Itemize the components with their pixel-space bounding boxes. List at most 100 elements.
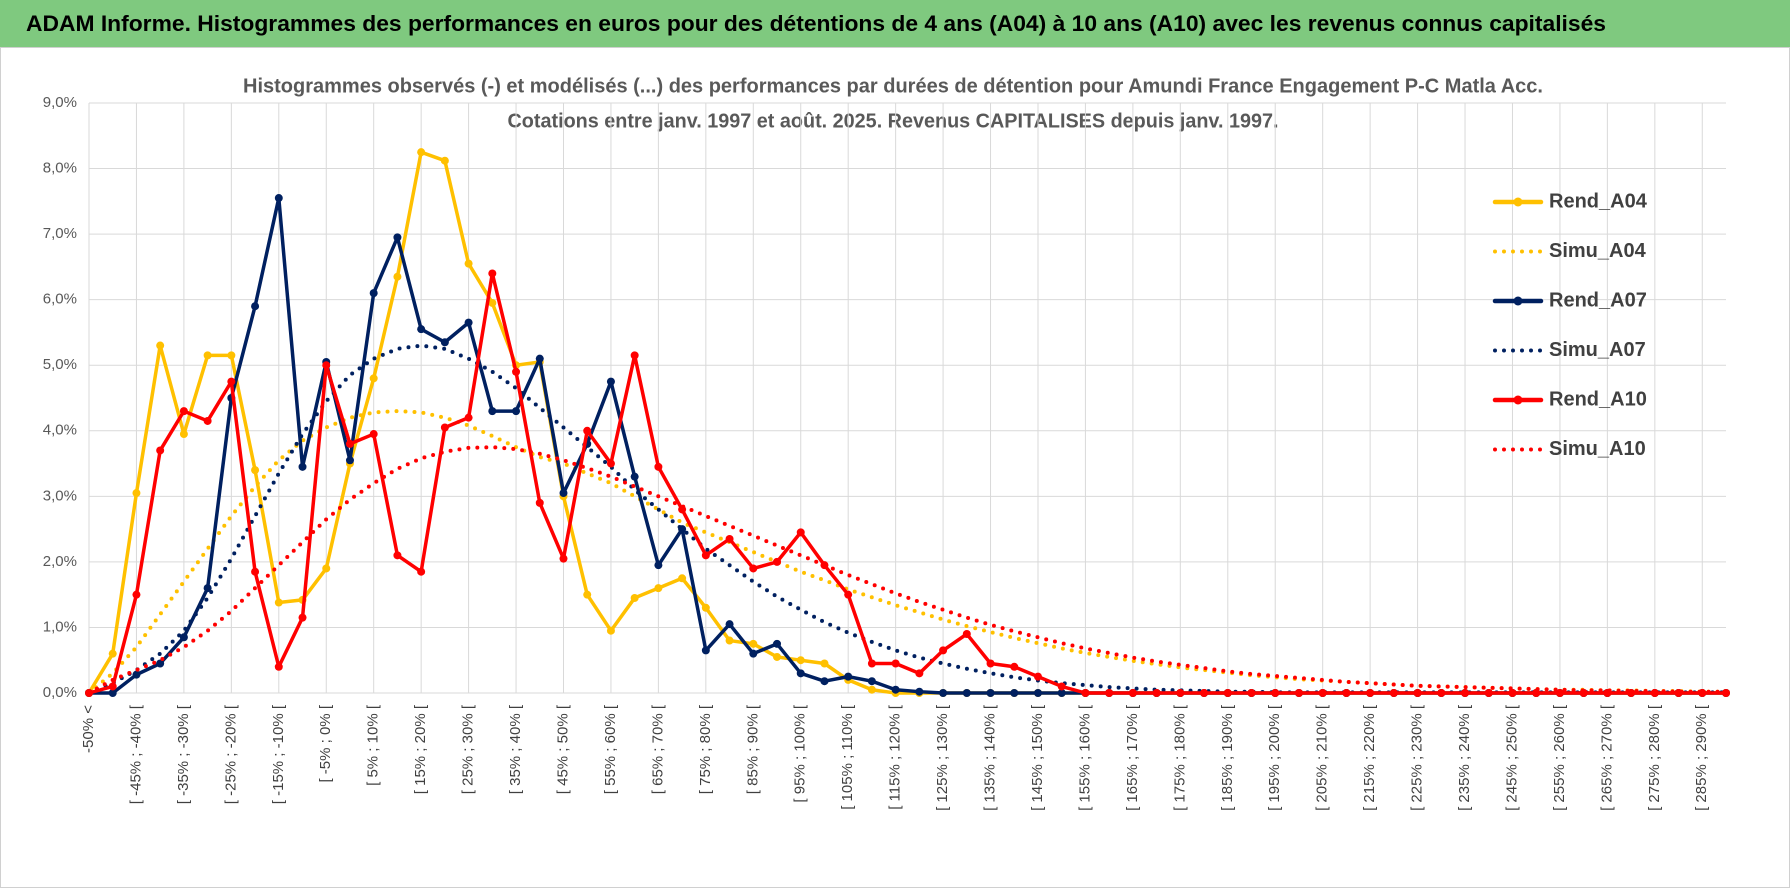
marker	[1342, 689, 1351, 697]
marker	[179, 407, 188, 416]
x-tick-label: [ -45% ; -40% [	[127, 704, 144, 804]
x-tick-label: [ 195% ; 200% [	[1266, 704, 1283, 811]
marker	[322, 361, 331, 370]
x-tick-label: [ 255% ; 260% [	[1551, 704, 1568, 811]
marker	[1081, 689, 1090, 697]
y-tick-label: 7,0%	[43, 225, 77, 242]
marker	[179, 430, 188, 439]
marker	[1271, 689, 1280, 697]
y-tick-label: 9,0%	[43, 94, 77, 111]
x-tick-label: [ 5% ; 10% [	[365, 704, 382, 786]
legend-label: Rend_A04	[1549, 190, 1648, 212]
x-tick-label: [ -35% ; -30% [	[175, 704, 192, 804]
marker	[464, 259, 473, 268]
marker	[488, 407, 497, 416]
marker	[701, 551, 710, 560]
marker	[1176, 689, 1185, 697]
marker	[796, 528, 805, 537]
marker	[1057, 689, 1066, 697]
x-tick-label: [ 125% ; 130% [	[934, 704, 951, 811]
marker	[1366, 689, 1375, 697]
marker	[986, 689, 995, 697]
marker	[583, 426, 592, 435]
marker	[559, 554, 568, 563]
marker	[417, 148, 426, 157]
marker	[298, 613, 307, 622]
marker	[844, 672, 853, 681]
marker	[820, 659, 829, 668]
legend-label: Simu_A10	[1549, 438, 1646, 460]
legend-marker	[1513, 395, 1523, 405]
marker	[867, 677, 876, 686]
x-tick-label: [ 235% ; 240% [	[1456, 704, 1473, 811]
x-tick-label: [ 85% ; 90% [	[744, 704, 761, 794]
x-tick-label: [ 215% ; 220% [	[1361, 704, 1378, 811]
marker	[891, 659, 900, 668]
marker	[986, 659, 995, 668]
marker	[891, 685, 900, 694]
marker	[1389, 689, 1398, 697]
marker	[606, 459, 615, 468]
y-tick-label: 1,0%	[43, 618, 77, 635]
marker	[915, 687, 924, 696]
x-tick-label: [ 265% ; 270% [	[1598, 704, 1615, 811]
marker	[1033, 689, 1042, 697]
x-tick-label: [ 95% ; 100% [	[792, 704, 809, 802]
marker	[512, 367, 521, 376]
page-title: ADAM Informe. Histogrammes des performan…	[26, 11, 1606, 36]
marker	[156, 659, 165, 668]
marker	[1555, 689, 1564, 697]
marker	[654, 462, 663, 471]
marker	[701, 646, 710, 655]
marker	[251, 567, 260, 576]
marker	[417, 325, 426, 334]
marker	[678, 574, 687, 583]
marker	[274, 598, 283, 607]
x-tick-label: [ 35% ; 40% [	[507, 704, 524, 794]
marker	[630, 351, 639, 360]
marker	[939, 689, 948, 697]
marker	[1437, 689, 1446, 697]
marker	[488, 298, 497, 307]
marker	[1294, 689, 1303, 697]
marker	[796, 669, 805, 678]
marker	[440, 156, 449, 165]
marker	[132, 590, 141, 599]
x-tick-label: [ 155% ; 160% [	[1076, 704, 1093, 811]
marker	[939, 646, 948, 655]
marker	[1200, 689, 1209, 697]
x-tick-label: [ 25% ; 30% [	[460, 704, 477, 794]
marker	[1105, 689, 1114, 697]
marker	[1508, 689, 1517, 697]
marker	[132, 670, 141, 679]
x-tick-label: [ 185% ; 190% [	[1219, 704, 1236, 811]
marker	[867, 685, 876, 694]
marker	[1057, 682, 1066, 691]
marker	[1413, 689, 1422, 697]
legend-label: Simu_A04	[1549, 240, 1647, 262]
marker	[108, 682, 117, 691]
marker	[535, 498, 544, 507]
x-tick-label: [ 275% ; 280% [	[1646, 704, 1663, 811]
marker	[203, 584, 212, 593]
y-tick-label: 8,0%	[43, 160, 77, 177]
marker	[132, 489, 141, 498]
chart-title: Histogrammes observés (-) et modélisés (…	[243, 75, 1543, 97]
marker	[630, 472, 639, 481]
y-tick-label: 0,0%	[43, 684, 77, 701]
marker	[417, 567, 426, 576]
x-tick-label: [ 45% ; 50% [	[554, 704, 571, 794]
observed-line	[87, 271, 1728, 695]
marker	[1484, 689, 1493, 697]
y-tick-label: 3,0%	[43, 487, 77, 504]
marker	[725, 620, 734, 629]
marker	[606, 377, 615, 386]
marker	[1128, 689, 1137, 697]
marker	[1461, 689, 1470, 697]
x-tick-label: [ 65% ; 70% [	[649, 704, 666, 794]
y-tick-label: 4,0%	[43, 422, 77, 439]
marker	[464, 318, 473, 327]
marker	[369, 374, 378, 383]
